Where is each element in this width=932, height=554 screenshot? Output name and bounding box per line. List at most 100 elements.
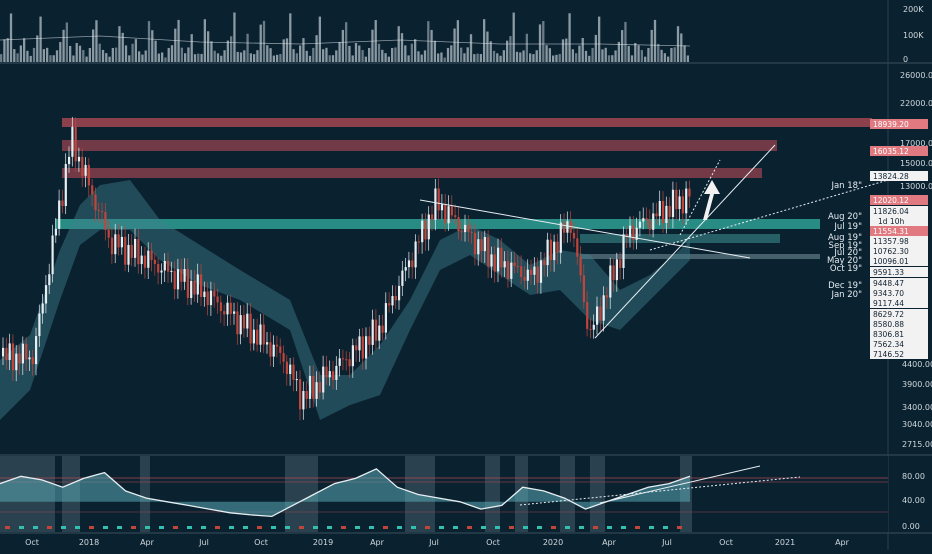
- volume-bar: [111, 47, 115, 62]
- candle-body: [190, 280, 193, 298]
- volume-bar: [308, 55, 312, 62]
- candle-body: [685, 188, 688, 214]
- candle-body: [586, 302, 589, 329]
- osc-marker: [215, 526, 220, 529]
- price-tag-text: 7562.34: [873, 340, 904, 349]
- volume-bar: [193, 54, 197, 62]
- candle-body: [543, 260, 546, 266]
- volume-bar: [249, 53, 253, 62]
- candle-body: [200, 274, 203, 297]
- price-tick-label: 22000.00: [900, 99, 932, 108]
- osc-marker: [355, 526, 360, 529]
- volume-bar: [391, 48, 394, 62]
- candle-body: [130, 244, 133, 258]
- price-tag-11826: [870, 206, 928, 216]
- price-axis: 26000.00 22000.00 17000.00 15000.00 1300…: [900, 71, 932, 449]
- candle-body: [440, 204, 444, 211]
- candle-body: [110, 237, 114, 255]
- candle-body: [398, 285, 401, 301]
- price-tag-text: 8580.88: [873, 320, 904, 329]
- volume-bar: [318, 16, 322, 62]
- volume-bar: [69, 45, 72, 62]
- candle-body: [417, 241, 420, 243]
- candle-body: [160, 270, 163, 273]
- volume-bar: [226, 40, 230, 62]
- volume-bar: [203, 19, 207, 62]
- candle-body: [642, 218, 645, 222]
- candle-body: [322, 366, 325, 393]
- volume-bar: [239, 52, 243, 62]
- volume-bar: [29, 55, 32, 62]
- volume-bar: [55, 50, 59, 62]
- candle-body: [582, 275, 585, 302]
- volume-bar: [269, 48, 272, 62]
- candle-body: [589, 328, 592, 330]
- volume-bar: [650, 29, 653, 62]
- price-tick-label: 2715.00: [902, 440, 932, 449]
- candle-body: [401, 270, 404, 286]
- osc-band: [485, 456, 500, 532]
- candle-body: [117, 234, 120, 248]
- candle-body: [328, 371, 331, 378]
- candle-body: [431, 214, 434, 220]
- volume-bar: [637, 45, 640, 62]
- candle-body: [421, 220, 424, 243]
- resistance-zone-2: [62, 140, 777, 151]
- volume-bar: [542, 21, 545, 62]
- price-tag-text: 8629.72: [873, 310, 904, 319]
- volume-bar: [627, 46, 630, 62]
- candle-body: [638, 221, 642, 228]
- price-tag-9448: [870, 278, 928, 288]
- volume-bar: [88, 48, 92, 62]
- osc-marker: [425, 526, 430, 529]
- volume-bar: [673, 47, 676, 62]
- candle-body: [44, 285, 48, 304]
- osc-marker: [523, 526, 528, 529]
- volume-bar: [276, 54, 279, 62]
- volume-bar: [243, 50, 246, 62]
- osc-marker: [635, 526, 640, 529]
- volume-bar: [525, 33, 529, 62]
- volume-bar: [246, 33, 249, 62]
- volume-bar: [9, 13, 13, 63]
- volume-ma-line: [0, 35, 691, 47]
- candle-body: [140, 255, 143, 265]
- candle-body: [473, 232, 477, 255]
- price-tag-text: 9591.33: [873, 268, 904, 277]
- volume-bar: [23, 38, 26, 62]
- osc-marker: [453, 526, 458, 529]
- volume-bar: [443, 57, 446, 62]
- candle-body: [219, 302, 222, 312]
- price-tag-text: 16035.12: [873, 147, 909, 156]
- candle-body: [196, 274, 199, 295]
- candle-body: [556, 241, 559, 253]
- volume-bar: [676, 26, 680, 62]
- candle-body: [497, 247, 500, 272]
- candle-body: [365, 336, 368, 359]
- candle-body: [269, 342, 272, 357]
- candle-body: [652, 213, 655, 230]
- candle-body: [233, 311, 236, 314]
- volume-bar: [164, 57, 167, 62]
- volume-bar: [529, 53, 532, 62]
- volume-bar: [657, 43, 660, 62]
- volume-bar: [167, 47, 170, 62]
- time-tick-label: 2020: [543, 538, 563, 547]
- volume-tick-label: 100K: [903, 31, 924, 40]
- volume-bar: [170, 45, 174, 62]
- price-tag-9343: [870, 288, 928, 298]
- candle-body: [71, 126, 74, 157]
- osc-marker: [369, 526, 374, 529]
- candle-body: [206, 291, 209, 306]
- osc-marker: [103, 526, 108, 529]
- volume-bar: [473, 54, 476, 62]
- candle-body: [444, 204, 447, 224]
- candle-body: [553, 241, 556, 261]
- candle-body: [361, 336, 364, 359]
- candle-body: [150, 250, 153, 260]
- candle-body: [229, 302, 232, 314]
- candle-body: [483, 237, 486, 252]
- candle-body: [678, 196, 681, 209]
- volume-bar: [496, 53, 499, 62]
